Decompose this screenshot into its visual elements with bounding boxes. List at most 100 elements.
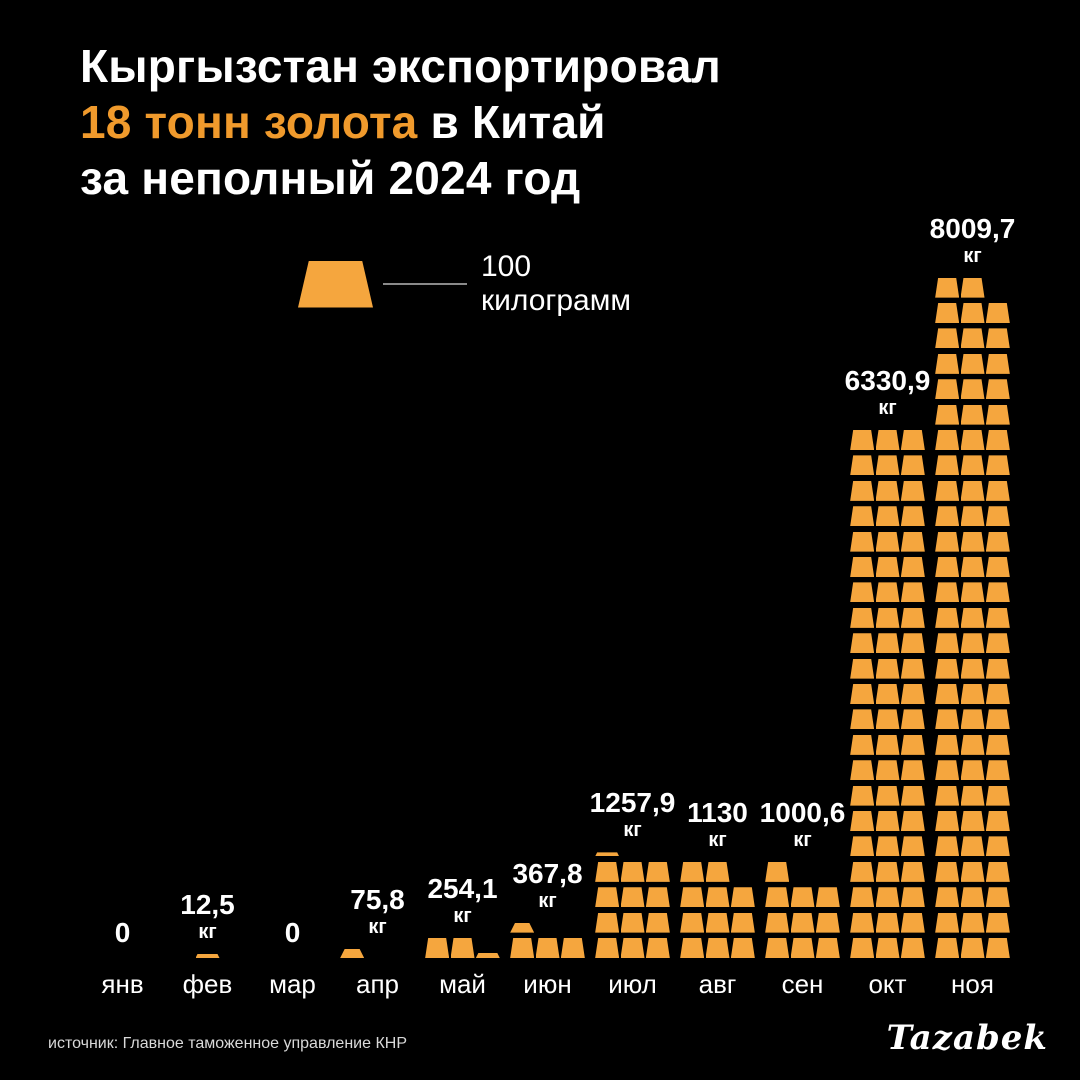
gold-bar-icon [985, 328, 1010, 349]
gold-bar-icon [985, 480, 1010, 501]
gold-bar-icon [935, 404, 960, 425]
gold-bar-icon [850, 760, 875, 781]
gold-bar-icon [935, 277, 960, 298]
value-text: 6330,9 [844, 365, 931, 396]
value-unit: кг [368, 916, 387, 938]
gold-bar-icon [815, 887, 840, 908]
gold-bar-icon [850, 633, 875, 654]
gold-bar-icon [850, 887, 875, 908]
gold-bar-icon [705, 938, 730, 958]
bar-column-окт: 6330,9 кг окт [844, 210, 931, 1000]
gold-bar-icon [985, 531, 1010, 552]
gold-bar-icon [680, 912, 705, 933]
gold-bar-icon [850, 938, 875, 958]
partial-gold-bar-icon [510, 922, 535, 933]
gold-bar-icon [850, 480, 875, 501]
value-label: 0 [115, 918, 131, 948]
title-line-1: Кыргызстан экспортировал [80, 40, 721, 92]
gold-bar-icon [510, 938, 535, 958]
gold-bar-icon [935, 836, 960, 857]
gold-bar-icon [595, 861, 620, 882]
gold-bar-icon [900, 506, 925, 527]
value-label: 8009,7 кг [930, 213, 1016, 268]
value-text: 0 [284, 917, 301, 948]
gold-bar-icon [935, 455, 960, 476]
title-highlight: 18 тонн золота [80, 96, 418, 148]
gold-bar-icon [900, 760, 925, 781]
gold-bar-icon [960, 303, 985, 323]
gold-bar-icon [900, 633, 925, 654]
value-text: 1257,9 [589, 787, 676, 819]
gold-bar-icon [875, 557, 900, 577]
gold-bar-icon [900, 557, 925, 577]
value-unit: кг [708, 828, 727, 851]
gold-bar-icon [985, 912, 1010, 933]
gold-bar-icon [985, 836, 1010, 857]
gold-bar-icon [960, 887, 985, 908]
gold-bar-icon [900, 912, 925, 933]
gold-bar-icon [985, 404, 1010, 425]
gold-bar-icon [850, 658, 875, 679]
month-label: окт [868, 969, 907, 999]
gold-bar-icon [960, 709, 985, 730]
gold-bar-icon [900, 836, 925, 857]
value-label: 1257,9 кг [590, 788, 676, 842]
gold-bar-icon [850, 811, 875, 831]
gold-bar-icon [815, 912, 840, 933]
legend-label: 100 килограмм [481, 250, 631, 317]
month-label: янв [101, 969, 144, 999]
gold-bar-icon [985, 506, 1010, 527]
value-text: 75,8 [350, 884, 405, 915]
month-label: фев [182, 969, 233, 999]
gold-bar-icon [900, 684, 925, 704]
gold-bar-icon [790, 887, 815, 908]
gold-bar-icon [850, 582, 875, 603]
gold-bar-icon [875, 455, 900, 476]
gold-bar-icon [645, 938, 670, 958]
gold-bar-icon [680, 938, 705, 958]
gold-bar-icon [645, 887, 670, 908]
gold-bar-icon [960, 734, 985, 755]
gold-bar-icon [900, 658, 925, 679]
gold-bar-icon [595, 938, 620, 958]
gold-bar-icon [935, 811, 960, 831]
gold-bar-icon [875, 506, 900, 527]
gold-bar-icon [935, 684, 960, 704]
month-label: май [439, 969, 486, 999]
gold-bar-icon [875, 633, 900, 654]
value-unit: кг [453, 905, 472, 927]
gold-bar-icon [935, 709, 960, 730]
gold-bar-icon [985, 709, 1010, 730]
gold-bar-icon [985, 684, 1010, 704]
gold-bar-icon [900, 811, 925, 831]
value-label: 1000,6 кг [760, 797, 846, 852]
gold-bar-icon [850, 734, 875, 755]
gold-bar-icon [875, 836, 900, 857]
gold-bar-icon [960, 912, 985, 933]
gold-bar-icon [765, 938, 790, 958]
gold-bar-icon [900, 480, 925, 501]
gold-bar-icon [298, 260, 373, 308]
gold-bar-icon [960, 836, 985, 857]
gold-bar-icon [935, 938, 960, 958]
gold-bar-icon [875, 760, 900, 781]
legend: 100 килограмм [298, 250, 631, 318]
gold-bar-icon [595, 912, 620, 933]
gold-bar-icon [535, 938, 560, 958]
gold-bar-icon [620, 861, 645, 882]
gold-bar-icon [875, 811, 900, 831]
month-label: ноя [951, 969, 994, 999]
gold-bar-icon [815, 938, 840, 958]
value-text: 254,1 [427, 873, 498, 904]
gold-bar-icon [705, 912, 730, 933]
gold-bar-icon [960, 455, 985, 476]
gold-bar-icon [875, 582, 900, 603]
gold-bar-icon [960, 861, 985, 882]
gold-bar-icon [985, 734, 1010, 755]
partial-gold-bar-icon [475, 953, 500, 958]
bar-column-сен: 1000,6 кг сен [760, 210, 846, 1000]
gold-bar-icon [875, 734, 900, 755]
legend-connector-line [383, 283, 467, 285]
value-label: 0 [285, 918, 301, 948]
